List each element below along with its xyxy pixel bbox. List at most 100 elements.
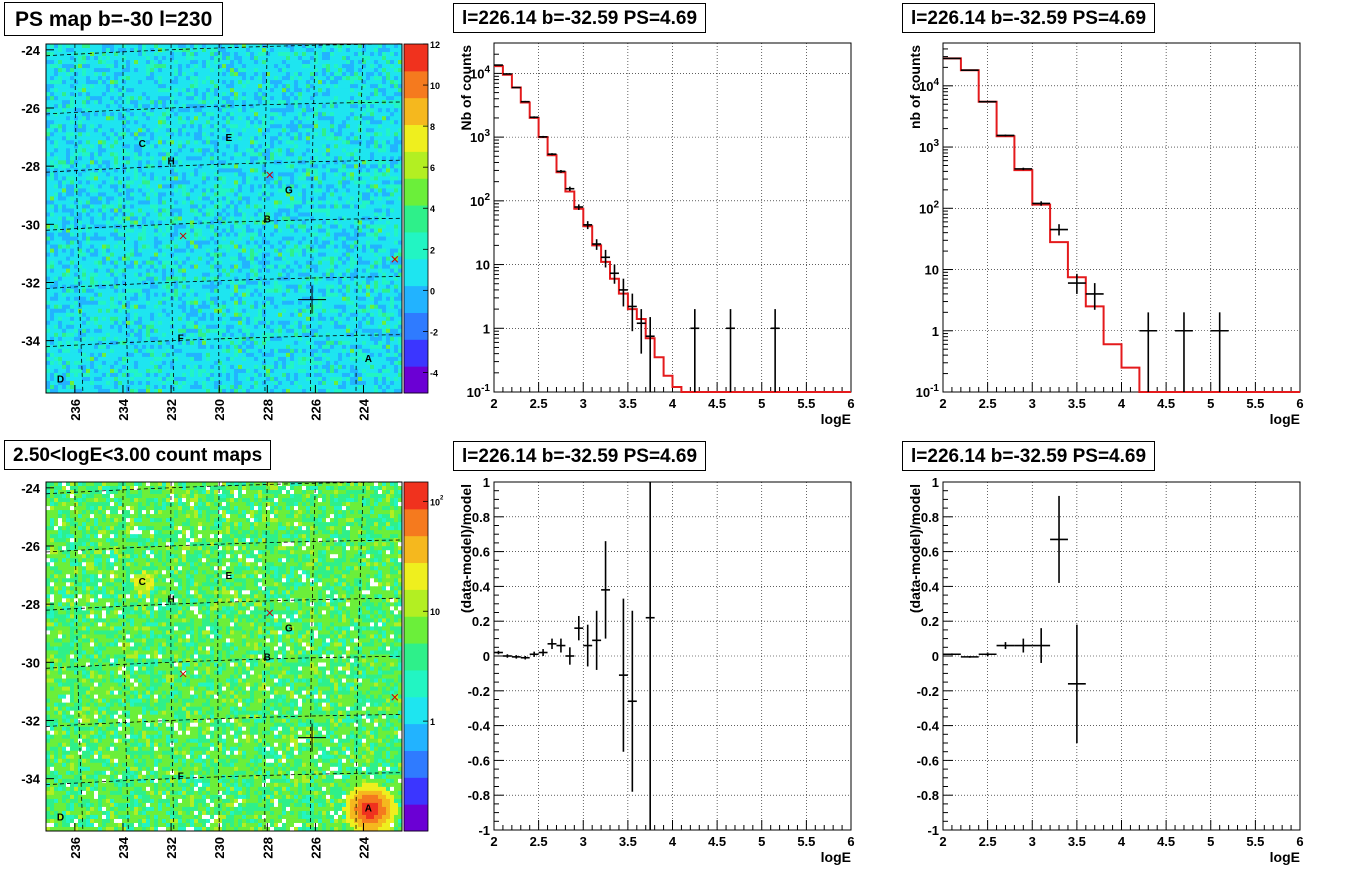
heatmap-cell bbox=[90, 168, 95, 173]
heatmap-cell bbox=[358, 44, 363, 49]
heatmap-cell bbox=[54, 68, 59, 73]
heatmap-cell bbox=[322, 244, 327, 249]
heatmap-cell bbox=[178, 156, 183, 161]
heatmap-cell bbox=[270, 224, 275, 229]
heatmap-cell bbox=[138, 52, 143, 57]
heatmap-cell bbox=[94, 224, 99, 229]
heatmap-cell bbox=[382, 180, 387, 185]
heatmap-cell bbox=[178, 72, 183, 77]
heatmap-cell bbox=[338, 128, 343, 133]
heatmap-cell bbox=[226, 240, 231, 245]
heatmap-cell bbox=[210, 116, 215, 121]
heatmap-cell bbox=[354, 184, 359, 189]
heatmap-cell bbox=[158, 196, 163, 201]
heatmap-cell bbox=[142, 76, 147, 81]
heatmap-cell bbox=[318, 160, 323, 165]
heatmap-cell bbox=[210, 84, 215, 89]
heatmap-cell bbox=[222, 164, 227, 169]
heatmap-cell bbox=[118, 212, 123, 217]
heatmap-cell bbox=[294, 196, 299, 201]
heatmap-cell bbox=[174, 60, 179, 65]
heatmap-cell bbox=[162, 160, 167, 165]
heatmap-cell bbox=[90, 160, 95, 165]
heatmap-cell bbox=[190, 148, 195, 153]
heatmap-cell bbox=[90, 212, 95, 217]
heatmap-cell bbox=[394, 192, 399, 197]
heatmap-cell bbox=[338, 132, 343, 137]
heatmap-cell bbox=[382, 124, 387, 129]
heatmap-cell bbox=[314, 204, 319, 209]
heatmap-cell bbox=[318, 232, 323, 237]
heatmap-cell bbox=[98, 156, 103, 161]
heatmap-cell bbox=[114, 192, 119, 197]
heatmap-cell bbox=[262, 216, 267, 221]
heatmap-cell bbox=[134, 188, 139, 193]
heatmap-cell bbox=[238, 148, 243, 153]
heatmap-cell bbox=[122, 248, 127, 253]
heatmap-cell bbox=[394, 128, 399, 133]
heatmap-cell bbox=[134, 196, 139, 201]
heatmap-cell bbox=[142, 232, 147, 237]
heatmap-cell bbox=[178, 220, 183, 225]
heatmap-cell bbox=[366, 48, 371, 53]
heatmap-cell bbox=[154, 60, 159, 65]
heatmap-cell bbox=[202, 120, 207, 125]
heatmap-cell bbox=[74, 60, 79, 65]
heatmap-cell bbox=[210, 92, 215, 97]
heatmap-cell bbox=[250, 80, 255, 85]
heatmap-cell bbox=[182, 104, 187, 109]
heatmap-cell bbox=[202, 208, 207, 213]
heatmap-cell bbox=[338, 240, 343, 245]
heatmap-cell bbox=[334, 212, 339, 217]
heatmap-cell bbox=[82, 168, 87, 173]
heatmap-cell bbox=[170, 148, 175, 153]
heatmap-cell bbox=[158, 156, 163, 161]
heatmap-cell bbox=[226, 220, 231, 225]
heatmap-cell bbox=[102, 184, 107, 189]
heatmap-cell bbox=[270, 192, 275, 197]
heatmap-cell bbox=[102, 124, 107, 129]
heatmap-cell bbox=[98, 192, 103, 197]
heatmap-cell bbox=[274, 88, 279, 93]
heatmap-cell bbox=[82, 184, 87, 189]
heatmap-cell bbox=[170, 72, 175, 77]
heatmap-cell bbox=[202, 216, 207, 221]
heatmap-cell bbox=[190, 76, 195, 81]
heatmap-cell bbox=[346, 80, 351, 85]
heatmap-cell bbox=[170, 100, 175, 105]
heatmap-cell bbox=[186, 72, 191, 77]
heatmap-cell bbox=[90, 156, 95, 161]
heatmap-cell bbox=[158, 88, 163, 93]
heatmap-cell bbox=[186, 88, 191, 93]
heatmap-cell bbox=[46, 196, 51, 201]
heatmap-cell bbox=[194, 104, 199, 109]
heatmap-cell bbox=[54, 264, 59, 270]
heatmap-cell bbox=[234, 128, 239, 133]
heatmap-cell bbox=[362, 132, 367, 137]
heatmap-cell bbox=[154, 64, 159, 69]
heatmap-cell bbox=[54, 80, 59, 85]
heatmap-cell bbox=[138, 192, 143, 197]
heatmap-cell bbox=[150, 68, 155, 73]
heatmap-cell bbox=[90, 176, 95, 181]
heatmap-cell bbox=[222, 48, 227, 53]
heatmap-cell bbox=[266, 136, 271, 141]
heatmap-cell bbox=[354, 156, 359, 161]
heatmap-cell bbox=[226, 132, 231, 137]
heatmap-cell bbox=[294, 136, 299, 141]
heatmap-cell bbox=[66, 128, 71, 133]
heatmap-cell bbox=[82, 144, 87, 149]
heatmap-cell bbox=[102, 100, 107, 105]
heatmap-cell bbox=[62, 136, 67, 141]
heatmap-cell bbox=[266, 256, 271, 262]
heatmap-cell bbox=[178, 136, 183, 141]
heatmap-cell bbox=[246, 68, 251, 73]
heatmap-cell bbox=[86, 140, 91, 145]
heatmap-cell bbox=[190, 244, 195, 249]
heatmap-cell bbox=[146, 152, 151, 157]
heatmap-cell bbox=[150, 140, 155, 145]
heatmap-cell bbox=[82, 112, 87, 117]
heatmap-cell bbox=[162, 60, 167, 65]
heatmap-cell bbox=[130, 216, 135, 221]
heatmap-cell bbox=[398, 144, 403, 149]
